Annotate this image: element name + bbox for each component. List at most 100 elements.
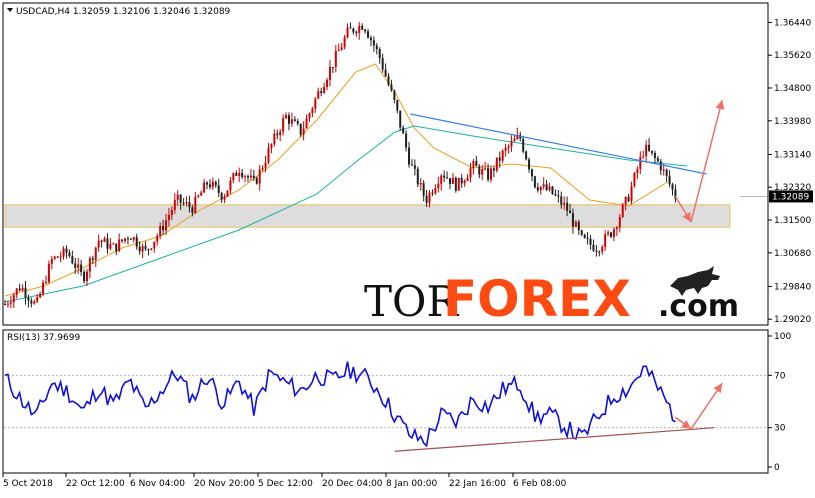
rsi-forecast-arrow [674,416,692,430]
candle [141,243,144,259]
candle [285,112,288,119]
candle [460,173,463,188]
candle [112,242,115,245]
time-tick-label: 22 Jan 16:00 [449,479,506,489]
candle [384,63,387,77]
candle [100,239,103,248]
candle [612,227,615,242]
candle [355,30,358,37]
dropdown-triangle-icon[interactable] [7,8,13,12]
time-tick-label: 22 Oct 12:00 [66,479,125,489]
price-tick-label: 1.31500 [774,216,811,226]
candle [656,155,659,163]
annotation-layer [410,99,725,223]
candle [15,288,18,299]
candle [381,53,384,73]
candle [235,170,238,177]
price-tick-label: 1.32320 [774,183,811,193]
candle [290,112,293,127]
candle [147,248,150,256]
candle [249,168,252,181]
candle [437,176,440,193]
candle [12,292,15,308]
candle [223,193,226,204]
candle [6,300,9,308]
candle [566,196,569,217]
candle [252,169,255,181]
candle [560,191,563,209]
candle [501,149,504,164]
candle [173,193,176,214]
candle [557,190,560,203]
candle [331,66,334,74]
candle [346,23,349,39]
candle [44,275,47,285]
candle [530,168,533,182]
candle [466,173,469,182]
rsi-tick-label: 30 [774,424,786,434]
candle [124,237,127,244]
candle [167,208,170,227]
candle [317,87,320,100]
candle [138,241,141,255]
logo-tor-text: TOR [364,277,459,326]
time-tick-label: 5 Oct 2018 [3,479,53,489]
candle [469,163,472,183]
candle [311,106,314,118]
support-zone-layer [4,204,731,228]
candle [232,172,235,184]
candle [607,230,610,237]
candle [571,208,574,234]
candle [478,163,481,179]
candle [241,168,244,180]
candle [56,255,59,258]
candle [229,176,232,195]
price-tick-label: 1.30680 [774,249,811,259]
ma-slow-line [4,125,688,303]
candle [83,269,86,284]
candle [91,255,94,265]
rsi-header: RSI(13) 37.9699 [7,333,80,343]
candle [472,158,475,175]
candle [53,255,56,261]
price-tick-label: 1.33140 [774,150,811,160]
candle [42,279,45,297]
candle [633,171,636,188]
candle [615,226,618,237]
candle [548,182,551,192]
candle [542,177,545,190]
price-tick-label: 1.35620 [774,51,811,61]
candle [305,114,308,129]
candle [182,198,185,206]
candle [522,136,525,154]
candle [387,73,390,87]
candle [645,140,648,163]
candlestick-layer [4,22,677,308]
candle [293,116,296,122]
candle [554,189,557,197]
candle [340,42,343,51]
candle [65,245,68,259]
candle [153,241,156,253]
candle [244,174,247,183]
candle [18,283,21,292]
candle [416,166,419,188]
candle [592,239,595,252]
candle [135,233,138,250]
time-tick-label: 8 Jan 00:00 [386,479,438,489]
candle [226,190,229,198]
candle [115,243,118,255]
candle [428,190,431,208]
rsi-tick-label: 0 [774,463,780,473]
candle [106,233,109,254]
candle [449,178,452,190]
candle [630,181,633,205]
candle [179,194,182,210]
candle [39,291,42,299]
candle [487,163,490,182]
candle [270,143,273,154]
candle [287,112,290,131]
candle [604,230,607,251]
candle [651,150,654,156]
